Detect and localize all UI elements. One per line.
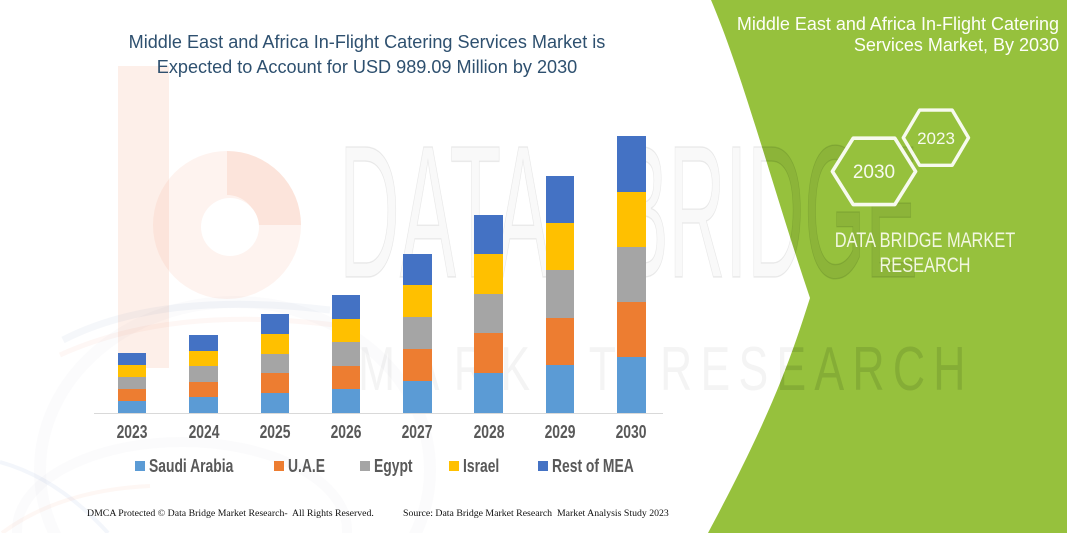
svg-text:DATA: DATA <box>339 107 551 318</box>
svg-text:2030: 2030 <box>853 162 895 183</box>
svg-text:2023: 2023 <box>917 129 955 148</box>
